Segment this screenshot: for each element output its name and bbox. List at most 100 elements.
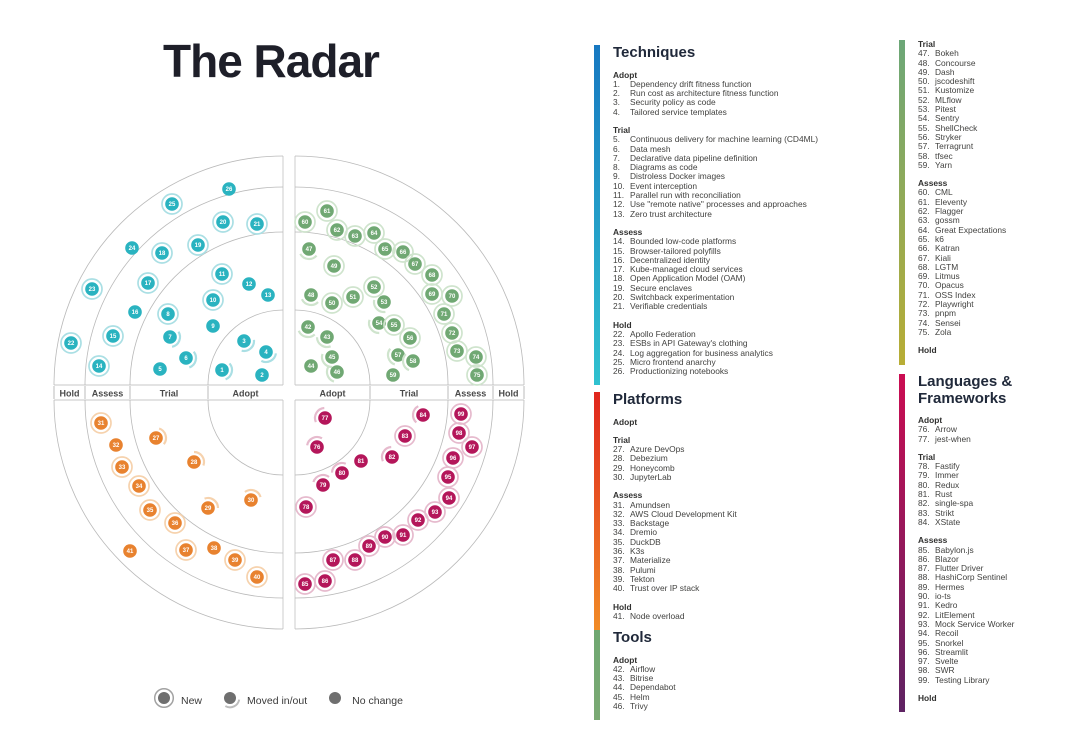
- list-item-24[interactable]: 24. Log aggregation for business analytic…: [613, 347, 773, 358]
- blip-26[interactable]: 26: [222, 182, 236, 196]
- blip-43[interactable]: 43: [315, 330, 334, 349]
- blip-42[interactable]: 42: [297, 320, 316, 339]
- list-item-28[interactable]: 28. Debezium: [613, 453, 668, 464]
- list-item-85[interactable]: 85. Babylon.js: [918, 544, 974, 555]
- list-item-67[interactable]: 67. Kiali: [918, 252, 951, 263]
- list-item-13[interactable]: 13. Zero trust architecture: [613, 208, 712, 219]
- list-item-95[interactable]: 95. Snorkel: [918, 637, 964, 648]
- blip-3[interactable]: 3: [237, 334, 256, 353]
- blip-87[interactable]: 87: [322, 549, 344, 571]
- list-item-89[interactable]: 89. Hermes: [918, 581, 965, 592]
- list-item-57[interactable]: 57. Terragrunt: [918, 141, 974, 152]
- blip-66[interactable]: 66: [392, 241, 414, 263]
- blip-16[interactable]: 16: [128, 305, 142, 319]
- list-item-50[interactable]: 50. jscodeshift: [918, 76, 975, 87]
- blip-88[interactable]: 88: [344, 549, 366, 571]
- blip-70[interactable]: 70: [441, 285, 463, 307]
- blip-58[interactable]: 58: [401, 353, 420, 372]
- blip-2[interactable]: 2: [255, 368, 269, 382]
- list-item-5[interactable]: 5. Continuous delivery for machine learni…: [613, 134, 819, 145]
- list-item-58[interactable]: 58. tfsec: [918, 150, 953, 161]
- blip-12[interactable]: 12: [242, 277, 256, 291]
- blip-61[interactable]: 61: [316, 200, 338, 222]
- blip-30[interactable]: 30: [244, 488, 262, 507]
- list-item-94[interactable]: 94. Recoil: [918, 628, 959, 639]
- list-item-93[interactable]: 93. Mock Service Worker: [918, 618, 1015, 629]
- blip-79[interactable]: 79: [312, 473, 330, 492]
- list-item-21[interactable]: 21. Verifiable credentials: [613, 301, 708, 312]
- blip-47[interactable]: 47: [299, 242, 318, 261]
- blip-57[interactable]: 57: [386, 348, 405, 366]
- blip-46[interactable]: 46: [325, 365, 344, 383]
- blip-23[interactable]: 23: [81, 278, 103, 300]
- list-item-38[interactable]: 38. Pulumi: [613, 564, 656, 575]
- list-item-11[interactable]: 11. Parallel run with reconciliation: [613, 190, 741, 201]
- blip-7[interactable]: 7: [163, 330, 182, 348]
- list-item-83[interactable]: 83. Strikt: [918, 507, 955, 518]
- blip-32[interactable]: 32: [109, 438, 123, 452]
- list-item-6[interactable]: 6. Data mesh: [613, 143, 671, 154]
- list-item-79[interactable]: 79. Immer: [918, 470, 959, 481]
- blip-13[interactable]: 13: [261, 288, 275, 302]
- blip-97[interactable]: 97: [461, 436, 483, 458]
- blip-52[interactable]: 52: [363, 276, 385, 298]
- blip-1[interactable]: 1: [215, 362, 234, 381]
- list-item-14[interactable]: 14. Bounded low-code platforms: [613, 236, 737, 247]
- blip-35[interactable]: 35: [139, 499, 161, 521]
- list-item-37[interactable]: 37. Materialize: [613, 555, 671, 566]
- list-item-61[interactable]: 61. Eleventy: [918, 196, 968, 207]
- list-item-53[interactable]: 53. Pitest: [918, 104, 956, 115]
- blip-90[interactable]: 90: [374, 526, 396, 548]
- list-item-19[interactable]: 19. Secure enclaves: [613, 282, 692, 293]
- list-item-25[interactable]: 25. Micro frontend anarchy: [613, 356, 716, 367]
- list-item-36[interactable]: 36. K3s: [613, 546, 645, 557]
- list-item-65[interactable]: 65. k6: [918, 233, 944, 244]
- list-item-23[interactable]: 23. ESBs in API Gateway's clothing: [613, 338, 748, 349]
- list-item-20[interactable]: 20. Switchback experimentation: [613, 292, 735, 303]
- list-item-90[interactable]: 90. io-ts: [918, 591, 951, 602]
- list-item-63[interactable]: 63. gossm: [918, 215, 960, 226]
- list-item-45[interactable]: 45. Helm: [613, 691, 650, 702]
- blip-5[interactable]: 5: [153, 362, 167, 376]
- blip-94[interactable]: 94: [438, 487, 460, 509]
- list-item-33[interactable]: 33. Backstage: [613, 518, 670, 529]
- list-item-18[interactable]: 18. Open Application Model (OAM): [613, 273, 746, 284]
- list-item-74[interactable]: 74. Sensei: [918, 317, 961, 328]
- blip-8[interactable]: 8: [157, 303, 179, 325]
- list-item-91[interactable]: 91. Kedro: [918, 600, 958, 611]
- list-item-73[interactable]: 73. pnpm: [918, 308, 956, 319]
- blip-96[interactable]: 96: [442, 447, 464, 469]
- blip-82[interactable]: 82: [380, 445, 399, 464]
- list-item-82[interactable]: 82. single-spa: [918, 498, 974, 509]
- blip-53[interactable]: 53: [372, 295, 391, 314]
- list-item-98[interactable]: 98. SWR: [918, 665, 955, 676]
- blip-51[interactable]: 51: [342, 286, 364, 308]
- list-item-44[interactable]: 44. Dependabot: [613, 682, 676, 693]
- blip-54[interactable]: 54: [367, 316, 386, 335]
- list-item-35[interactable]: 35. DuckDB: [613, 536, 661, 547]
- blip-11[interactable]: 11: [211, 263, 233, 285]
- blip-81[interactable]: 81: [354, 454, 368, 468]
- blip-50[interactable]: 50: [321, 292, 343, 314]
- blip-59[interactable]: 59: [386, 368, 400, 382]
- blip-45[interactable]: 45: [320, 350, 339, 369]
- blip-85[interactable]: 85: [294, 573, 316, 595]
- blip-18[interactable]: 18: [151, 242, 173, 264]
- blip-33[interactable]: 33: [111, 456, 133, 478]
- list-item-64[interactable]: 64. Great Expectations: [918, 224, 1007, 235]
- blip-80[interactable]: 80: [330, 461, 349, 480]
- list-item-80[interactable]: 80. Redux: [918, 479, 960, 490]
- list-item-51[interactable]: 51. Kustomize: [918, 85, 975, 96]
- blip-20[interactable]: 20: [212, 211, 234, 233]
- blip-74[interactable]: 74: [465, 346, 487, 368]
- list-item-76[interactable]: 76. Arrow: [918, 424, 957, 435]
- list-item-26[interactable]: 26. Productionizing notebooks: [613, 366, 729, 377]
- list-item-99[interactable]: 99. Testing Library: [918, 674, 990, 685]
- list-item-7[interactable]: 7. Declarative data pipeline definition: [613, 152, 758, 163]
- blip-24[interactable]: 24: [125, 241, 139, 255]
- list-item-66[interactable]: 66. Katran: [918, 243, 960, 254]
- list-item-15[interactable]: 15. Browser-tailored polyfills: [613, 245, 721, 256]
- blip-55[interactable]: 55: [383, 314, 405, 336]
- blip-73[interactable]: 73: [446, 340, 468, 362]
- list-item-43[interactable]: 43. Bitrise: [613, 673, 654, 684]
